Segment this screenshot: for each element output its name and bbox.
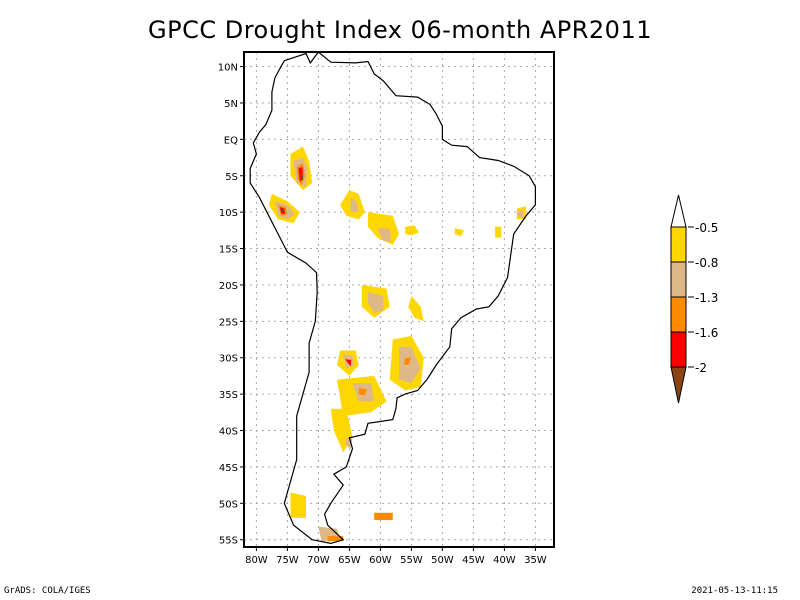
drought-patch bbox=[350, 197, 359, 213]
drought-patch bbox=[495, 226, 502, 238]
drought-patch bbox=[345, 437, 353, 449]
drought-patch bbox=[281, 208, 284, 213]
y-tick-label: 10S bbox=[219, 208, 238, 219]
y-tick-label: 50S bbox=[219, 499, 238, 510]
x-tick-label: 40W bbox=[493, 555, 516, 566]
drought-shading bbox=[268, 146, 527, 542]
x-axis: 80W 75W 70W 65W 60W 55W 50W 45W 40W 35W bbox=[245, 547, 547, 566]
y-tick-label: 45S bbox=[219, 463, 238, 474]
graticule-grid bbox=[244, 52, 554, 547]
y-tick-label: 30S bbox=[219, 354, 238, 365]
legend-arrow-bottom bbox=[670, 366, 687, 404]
y-tick-label: 20S bbox=[219, 281, 238, 292]
legend-label: -0.5 bbox=[695, 221, 718, 235]
legend-swatch bbox=[670, 261, 687, 298]
x-tick-label: 60W bbox=[369, 555, 392, 566]
x-tick-label: 70W bbox=[307, 555, 330, 566]
drought-patch bbox=[404, 357, 412, 365]
drought-patch bbox=[405, 225, 419, 236]
y-tick-label: 40S bbox=[219, 427, 238, 438]
drought-patch bbox=[454, 228, 465, 237]
x-tick-label: 80W bbox=[245, 555, 268, 566]
chart-title: GPCC Drought Index 06-month APR2011 bbox=[148, 16, 652, 44]
drought-patch bbox=[368, 212, 399, 245]
legend-swatch bbox=[670, 331, 687, 368]
x-tick-label: 35W bbox=[524, 555, 547, 566]
drought-patch bbox=[377, 228, 391, 242]
legend-label: -1.3 bbox=[695, 291, 718, 305]
drought-patch bbox=[290, 492, 306, 518]
timestamp: 2021-05-13-11:15 bbox=[691, 586, 778, 596]
y-tick-label: 5N bbox=[224, 99, 238, 110]
legend-label: -2 bbox=[695, 361, 707, 375]
x-tick-label: 55W bbox=[400, 555, 423, 566]
y-tick-label: 10N bbox=[218, 63, 238, 74]
y-tick-label: 15S bbox=[219, 245, 238, 256]
coastline-and-borders bbox=[249, 52, 537, 545]
legend-label: -0.8 bbox=[695, 256, 718, 270]
drought-patch bbox=[300, 174, 303, 181]
drought-patch bbox=[327, 536, 344, 542]
legend-swatch bbox=[670, 226, 687, 263]
drought-patch bbox=[408, 295, 424, 322]
drought-patch bbox=[358, 388, 367, 396]
legend-swatch bbox=[670, 296, 687, 333]
legend-arrow-top bbox=[670, 194, 687, 228]
plot-frame bbox=[243, 51, 555, 548]
drought-patch bbox=[345, 359, 352, 367]
drought-patch bbox=[399, 346, 421, 384]
drought-patch bbox=[368, 292, 384, 313]
x-tick-label: 75W bbox=[276, 555, 299, 566]
y-tick-label: 25S bbox=[219, 317, 238, 328]
y-tick-label: 5S bbox=[225, 172, 238, 183]
x-tick-label: 45W bbox=[462, 555, 485, 566]
x-tick-label: 65W bbox=[338, 555, 361, 566]
grads-credit: GrADS: COLA/IGES bbox=[4, 586, 91, 596]
legend-label: -1.6 bbox=[695, 326, 718, 340]
color-legend: -0.5 -0.8 -1.3 -1.6 -2 bbox=[670, 194, 718, 404]
drought-patch bbox=[374, 512, 393, 521]
y-tick-label: EQ bbox=[224, 135, 238, 146]
drought-patch bbox=[518, 210, 523, 218]
y-tick-label: 55S bbox=[219, 536, 238, 547]
y-tick-label: 35S bbox=[219, 390, 238, 401]
coastline bbox=[249, 52, 537, 545]
x-tick-label: 50W bbox=[431, 555, 454, 566]
y-axis: 10N 5N EQ 5S 10S 15S 20S 25S 30S 35S 40S 45S 50S 55S bbox=[218, 63, 244, 547]
